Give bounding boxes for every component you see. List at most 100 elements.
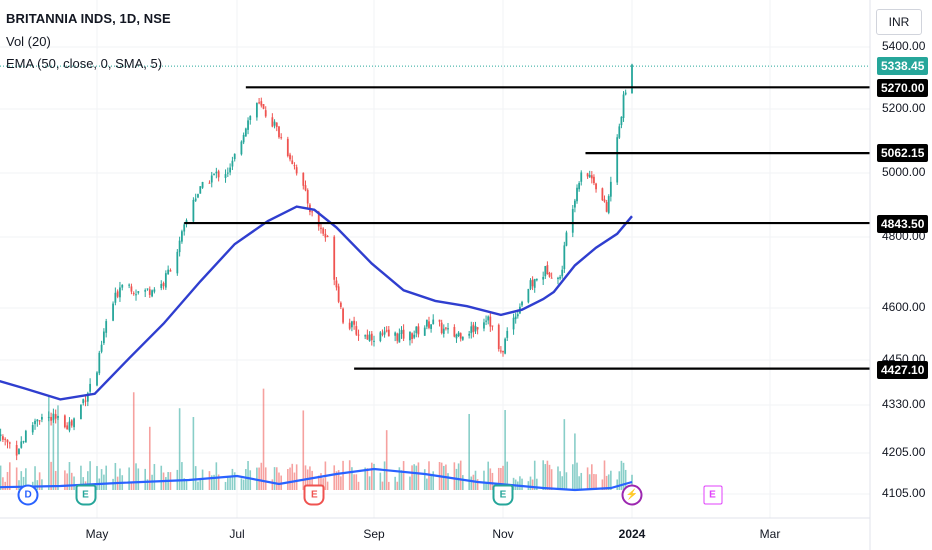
volume-bar (571, 464, 574, 490)
candle-body (557, 277, 559, 279)
volume-bar (618, 471, 621, 490)
candle-body (413, 334, 416, 338)
candle-body (70, 420, 73, 426)
candle-body (616, 137, 619, 183)
dividend-event-icon[interactable]: D (17, 484, 39, 506)
candle-body (571, 209, 574, 233)
candle-body (357, 334, 360, 336)
candle-body (565, 232, 568, 246)
candle-body (586, 173, 589, 177)
candle-body (0, 434, 2, 437)
volume-bar (500, 467, 502, 490)
symbol-title[interactable]: BRITANNIA INDS, 1D, NSE (6, 11, 171, 26)
volume-bar (89, 461, 91, 490)
candle-body (146, 288, 149, 290)
volume-bar (96, 466, 98, 490)
ema-legend[interactable]: EMA (50, close, 0, SMA, 5) (6, 56, 163, 71)
candle-body (603, 199, 606, 202)
earnings-event-icon[interactable]: E (492, 484, 514, 506)
candle-body (311, 211, 314, 213)
candle-body (215, 171, 218, 174)
candle-body (559, 276, 561, 279)
volume-bar (6, 471, 9, 490)
volume-bar (411, 465, 413, 490)
candle-body (548, 272, 551, 277)
candle-body (280, 137, 283, 139)
candle-body (197, 194, 199, 198)
volume-bar (247, 461, 249, 490)
time-axis-label: May (85, 527, 109, 541)
candle-body (542, 276, 545, 280)
volume-bar (87, 471, 89, 490)
candle-body (116, 291, 119, 297)
volume-legend[interactable]: Vol (20) (6, 34, 51, 49)
volume-bar (215, 462, 218, 490)
volume-bar (550, 469, 553, 490)
volume-bar (580, 472, 583, 490)
volume-bar (264, 467, 267, 490)
volume-bar (25, 468, 27, 490)
candle-body (2, 436, 4, 440)
split-event-icon[interactable]: ⚡ (621, 484, 643, 506)
candle-body (425, 319, 428, 327)
volume-bar (114, 462, 117, 490)
volume-bar (415, 465, 418, 490)
candle-body (84, 400, 87, 402)
level-price-label: 5270.00 (877, 79, 929, 97)
volume-bar (34, 466, 36, 490)
candle-body (249, 116, 252, 120)
volume-bar (194, 466, 197, 490)
candle-body (457, 332, 460, 337)
volume-bar (317, 475, 320, 490)
candle-body (533, 279, 536, 288)
candle-body (593, 176, 595, 184)
candle-body (167, 269, 170, 275)
candle-body (491, 325, 494, 327)
candle-body (339, 302, 342, 307)
volume-bar (70, 472, 73, 490)
candle-body (162, 283, 165, 287)
volume-bar (588, 474, 591, 490)
volume-bar (82, 477, 85, 490)
volume-bar (15, 467, 18, 490)
volume-bar (400, 470, 403, 490)
volume-bar (128, 467, 130, 490)
candle-body (119, 287, 121, 298)
earnings-event-icon[interactable]: E (303, 484, 325, 506)
candle-body (590, 175, 593, 179)
candle-body (489, 316, 492, 327)
volume-bar (326, 481, 329, 490)
currency-button[interactable]: INR (876, 9, 922, 35)
candle-body (417, 326, 420, 335)
candle-body (447, 328, 449, 330)
volume-bar (557, 466, 559, 490)
volume-bar (160, 465, 163, 490)
candle-body (381, 333, 384, 335)
earnings-event-icon[interactable]: E (75, 484, 97, 506)
volume-bar (357, 481, 360, 490)
volume-bar (38, 472, 41, 490)
volume-bar (603, 460, 606, 490)
price-tick: 5400.00 (882, 39, 926, 53)
candle-body (468, 333, 471, 336)
volume-bar (287, 468, 289, 490)
time-axis-label: Nov (492, 527, 514, 541)
candle-body (618, 126, 621, 138)
candle-body (402, 329, 405, 339)
earnings-event-icon[interactable]: E (703, 485, 722, 505)
volume-bar (483, 470, 485, 490)
ema-line (0, 205, 633, 401)
volume-bar (2, 477, 4, 490)
candle-body (226, 172, 229, 174)
candle-body (430, 324, 432, 329)
candle-body (242, 135, 245, 143)
volume-bar (470, 476, 473, 490)
volume-bar (181, 462, 183, 490)
horizontal-levels (184, 86, 870, 370)
candle-body (89, 383, 92, 392)
volume-bar (502, 465, 504, 490)
candle-body (470, 326, 473, 334)
candle-body (291, 160, 294, 164)
volume-bar (262, 388, 265, 490)
